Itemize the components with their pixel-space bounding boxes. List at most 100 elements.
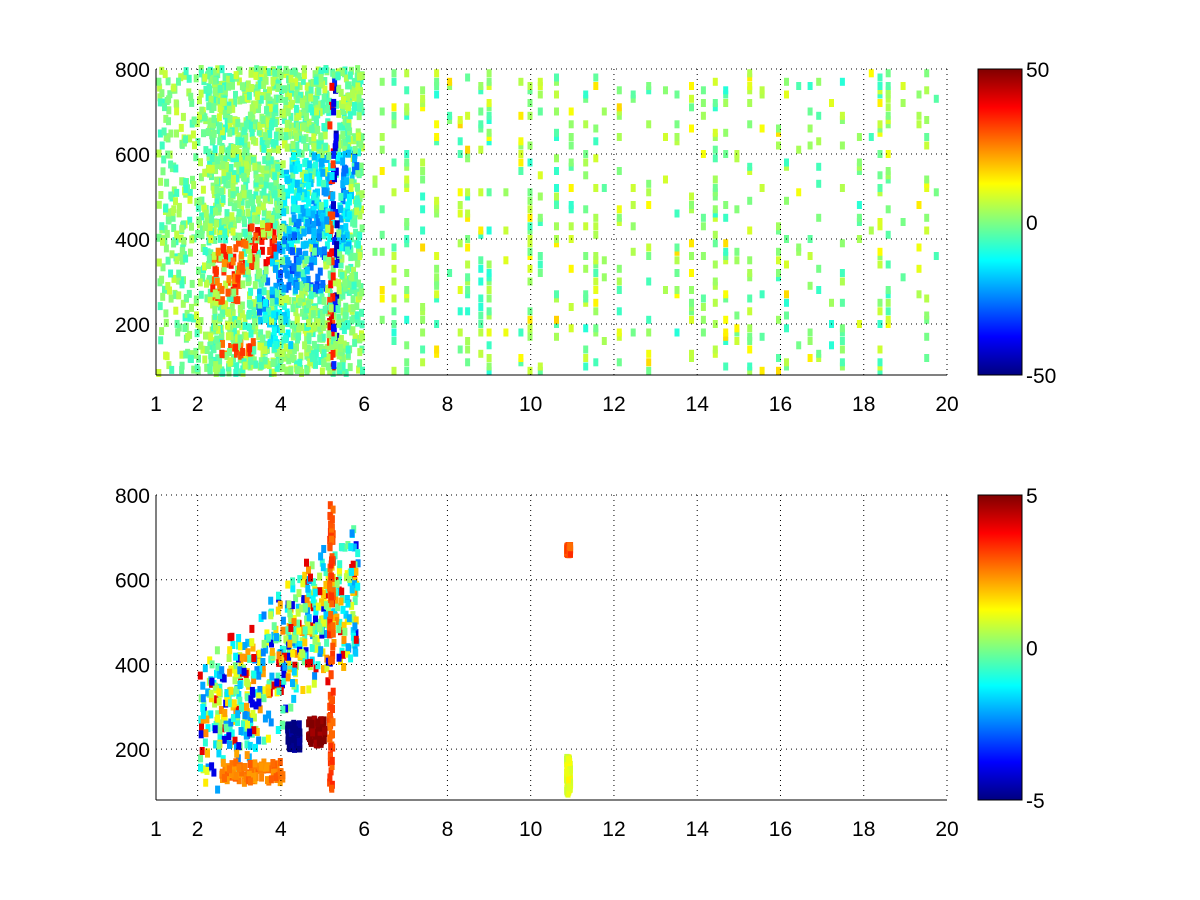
heatmap-cell	[262, 195, 268, 204]
heatmap-cell	[289, 82, 295, 91]
heatmap-cell	[554, 239, 559, 248]
heatmap-cell	[351, 640, 357, 649]
heatmap-cell	[348, 178, 354, 187]
heatmap-cell	[299, 100, 305, 108]
heatmap-cell	[327, 773, 333, 782]
heatmap-cell	[315, 661, 321, 670]
heatmap-cell	[289, 320, 295, 329]
heatmap-cell	[250, 124, 256, 132]
heatmap-cell	[723, 290, 729, 299]
heatmap-cell	[518, 158, 524, 167]
heatmap-cell	[253, 360, 259, 369]
heatmap-cell	[249, 129, 255, 137]
heatmap-cell	[747, 162, 753, 171]
heatmap-cell	[212, 682, 218, 691]
heatmap-cell	[885, 82, 891, 90]
heatmap-cell	[209, 205, 215, 214]
heatmap-cell	[327, 296, 333, 305]
heatmap-cell	[213, 202, 219, 211]
heatmap-cell	[272, 104, 278, 113]
heatmap-cell	[204, 217, 210, 226]
heatmap-cell	[239, 197, 245, 206]
heatmap-cell	[486, 277, 492, 286]
heatmap-cell	[379, 294, 385, 303]
heatmap-cell	[759, 290, 765, 299]
heatmap-cell	[212, 76, 218, 85]
heatmap-cell	[839, 298, 845, 307]
heatmap-cell	[329, 762, 335, 770]
heatmap-cell	[885, 120, 891, 129]
heatmap-cell	[227, 128, 233, 137]
heatmap-cell	[839, 184, 845, 192]
heatmap-cell	[169, 365, 175, 374]
heatmap-cell	[344, 231, 350, 240]
heatmap-cell	[175, 276, 181, 285]
heatmap-cell	[583, 362, 589, 371]
heatmap-cell	[354, 207, 360, 216]
heatmap-cell	[316, 233, 322, 242]
heatmap-cell	[176, 269, 182, 278]
heatmap-cell	[330, 220, 336, 228]
heatmap-cell	[404, 222, 410, 231]
heatmap-cell	[192, 141, 197, 150]
heatmap-cell	[280, 325, 285, 334]
heatmap-cell	[196, 266, 201, 275]
heatmap-cell	[235, 137, 241, 146]
heatmap-cell	[723, 315, 729, 324]
heatmap-cell	[273, 139, 279, 148]
heatmap-cell	[339, 587, 345, 596]
heatmap-cell	[296, 148, 302, 157]
heatmap-cell	[225, 321, 231, 330]
heatmap-cell	[163, 309, 169, 318]
heatmap-cell	[199, 747, 205, 755]
heatmap-cell	[239, 265, 245, 274]
heatmap-cell	[327, 121, 333, 130]
heatmap-cell	[264, 629, 270, 638]
heatmap-cell	[784, 324, 789, 333]
heatmap-cell	[856, 158, 862, 167]
heatmap-cell	[885, 315, 891, 324]
heatmap-cell	[877, 82, 883, 90]
heatmap-cell	[616, 205, 622, 214]
heatmap-cell	[243, 240, 249, 249]
heatmap-cell	[275, 83, 281, 92]
heatmap-cell	[165, 77, 171, 86]
heatmap-cell	[243, 731, 249, 740]
heatmap-cell	[759, 332, 765, 341]
heatmap-cell	[326, 152, 332, 160]
heatmap-cell	[465, 73, 471, 82]
heatmap-cell	[176, 202, 182, 211]
heatmap-cell	[527, 252, 533, 260]
heatmap-cell	[311, 679, 317, 688]
heatmap-cell	[457, 188, 463, 197]
heatmap-cell	[287, 91, 293, 100]
heatmap-cell	[198, 290, 204, 299]
y-tick-label: 600	[115, 144, 150, 167]
heatmap-cell	[209, 677, 215, 686]
heatmap-cell	[242, 361, 248, 370]
heatmap-cell	[304, 266, 310, 275]
heatmap-cell	[723, 328, 729, 337]
heatmap-cell	[228, 222, 234, 231]
heatmap-cell	[265, 160, 271, 169]
heatmap-cell	[328, 163, 333, 171]
heatmap-cell	[776, 222, 781, 231]
heatmap-cell	[223, 235, 229, 244]
heatmap-cell	[331, 71, 337, 80]
heatmap-cell	[309, 561, 315, 570]
heatmap-cell	[235, 119, 241, 128]
heatmap-cell	[318, 74, 324, 83]
heatmap-cell	[241, 126, 247, 135]
heatmap-cell	[289, 601, 295, 610]
heatmap-cell	[266, 710, 272, 719]
heatmap-cell	[839, 111, 845, 120]
heatmap-cell	[434, 290, 440, 299]
heatmap-cell	[568, 222, 574, 231]
heatmap-cell	[256, 249, 261, 258]
heatmap-cell	[839, 269, 845, 277]
heatmap-cell	[278, 297, 284, 306]
heatmap-cell	[689, 349, 694, 358]
heatmap-cell	[327, 543, 333, 552]
heatmap-cell	[230, 190, 236, 198]
heatmap-cell	[235, 705, 241, 714]
